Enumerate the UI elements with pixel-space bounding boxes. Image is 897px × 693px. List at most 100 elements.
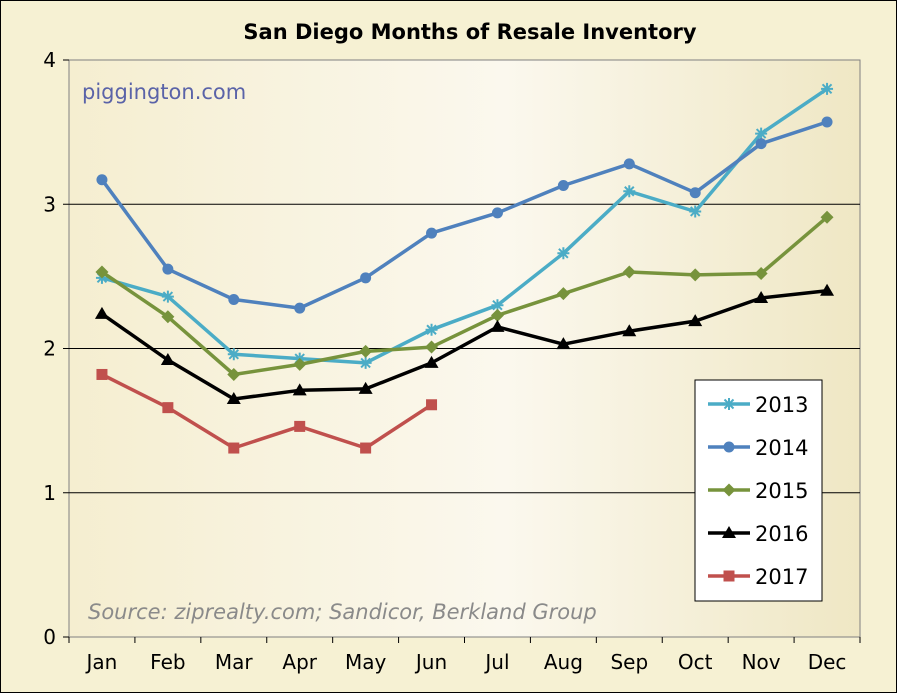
data-point — [689, 205, 702, 218]
data-point — [490, 319, 505, 332]
series-2013 — [95, 82, 834, 369]
data-point — [689, 187, 701, 199]
data-point — [360, 442, 372, 454]
x-tick-label: Sep — [610, 650, 648, 674]
data-point — [622, 265, 636, 279]
legend-marker — [723, 398, 735, 410]
data-point — [95, 265, 109, 279]
data-point — [162, 263, 174, 275]
data-point — [623, 185, 636, 198]
x-tick-label: Dec — [808, 650, 847, 674]
data-point — [359, 356, 372, 369]
data-point — [162, 402, 174, 414]
x-tick-label: Jul — [483, 650, 509, 674]
legend-label: 2017 — [755, 565, 808, 589]
x-tick-label: May — [345, 650, 387, 674]
legend-item: 2014 — [708, 436, 808, 460]
x-tick-label: Jan — [85, 650, 118, 674]
data-point — [294, 420, 306, 432]
y-tick-label: 2 — [43, 337, 56, 361]
x-tick-label: Oct — [678, 650, 713, 674]
y-axis: 0 1 2 3 4 — [43, 48, 69, 649]
series-2017 — [96, 368, 438, 454]
data-point — [161, 310, 175, 324]
y-tick-label: 3 — [43, 192, 56, 216]
data-point — [820, 283, 835, 296]
chart-title: San Diego Months of Resale Inventory — [243, 20, 696, 44]
data-point — [161, 290, 174, 303]
series-line — [100, 120, 828, 310]
data-point — [557, 179, 569, 191]
data-point — [426, 227, 438, 239]
x-tick-label: Apr — [282, 650, 317, 674]
data-point — [425, 323, 438, 336]
data-point — [425, 340, 439, 354]
x-tick-label: Mar — [215, 650, 254, 674]
legend-label: 2013 — [755, 393, 808, 417]
data-point — [292, 383, 307, 396]
series-line — [100, 289, 828, 401]
data-point — [228, 442, 240, 454]
data-point — [622, 324, 637, 337]
legend-label: 2014 — [755, 436, 808, 460]
data-point — [820, 210, 834, 224]
data-point — [688, 268, 702, 282]
data-point — [227, 367, 241, 381]
legend-label: 2015 — [755, 479, 808, 503]
data-point — [491, 207, 503, 219]
data-point — [688, 314, 703, 327]
data-point — [490, 308, 504, 322]
series-line — [101, 372, 433, 450]
data-point — [754, 291, 769, 304]
data-point — [755, 127, 768, 140]
legend-item: 2017 — [708, 565, 808, 589]
legend-marker — [723, 441, 735, 453]
data-point — [623, 158, 635, 170]
series-2015 — [95, 210, 834, 381]
data-point — [96, 174, 108, 186]
y-tick-label: 1 — [43, 481, 56, 505]
data-point — [821, 82, 834, 95]
x-tick-label: Jun — [414, 650, 447, 674]
series-2016 — [94, 283, 835, 404]
legend-item: 2015 — [708, 479, 808, 503]
data-point — [226, 391, 241, 404]
data-point — [358, 381, 373, 394]
y-tick-label: 0 — [43, 625, 56, 649]
data-point — [557, 247, 570, 260]
legend-label: 2016 — [755, 522, 808, 546]
data-point — [491, 299, 504, 312]
watermark-text: piggington.com — [82, 80, 246, 104]
source-note: Source: ziprealty.com; Sandicor, Berklan… — [88, 600, 597, 624]
series-line — [101, 87, 828, 365]
legend: 2013 2014 2015 2016 2017 — [694, 379, 823, 602]
data-point — [360, 272, 372, 284]
legend-marker — [722, 526, 736, 538]
data-point — [294, 302, 306, 314]
legend-item: 2016 — [708, 522, 808, 546]
series-layer — [94, 82, 835, 454]
legend-marker — [722, 483, 736, 497]
legend-marker — [723, 570, 735, 582]
data-point — [227, 348, 240, 361]
data-point — [556, 337, 571, 350]
data-point — [228, 293, 240, 305]
x-tick-label: Aug — [544, 650, 583, 674]
data-point — [96, 368, 108, 380]
data-point — [426, 399, 438, 411]
data-point — [359, 344, 373, 358]
data-point — [755, 138, 767, 150]
series-2014 — [96, 116, 833, 314]
data-point — [556, 287, 570, 301]
data-point — [754, 266, 768, 280]
data-point — [94, 306, 109, 319]
x-tick-label: Feb — [150, 650, 185, 674]
legend-item: 2013 — [708, 393, 808, 417]
data-point — [160, 353, 175, 366]
data-point — [293, 357, 307, 371]
series-line — [101, 215, 829, 377]
data-point — [821, 116, 833, 128]
y-tick-label: 4 — [43, 48, 56, 72]
data-point — [424, 355, 439, 368]
